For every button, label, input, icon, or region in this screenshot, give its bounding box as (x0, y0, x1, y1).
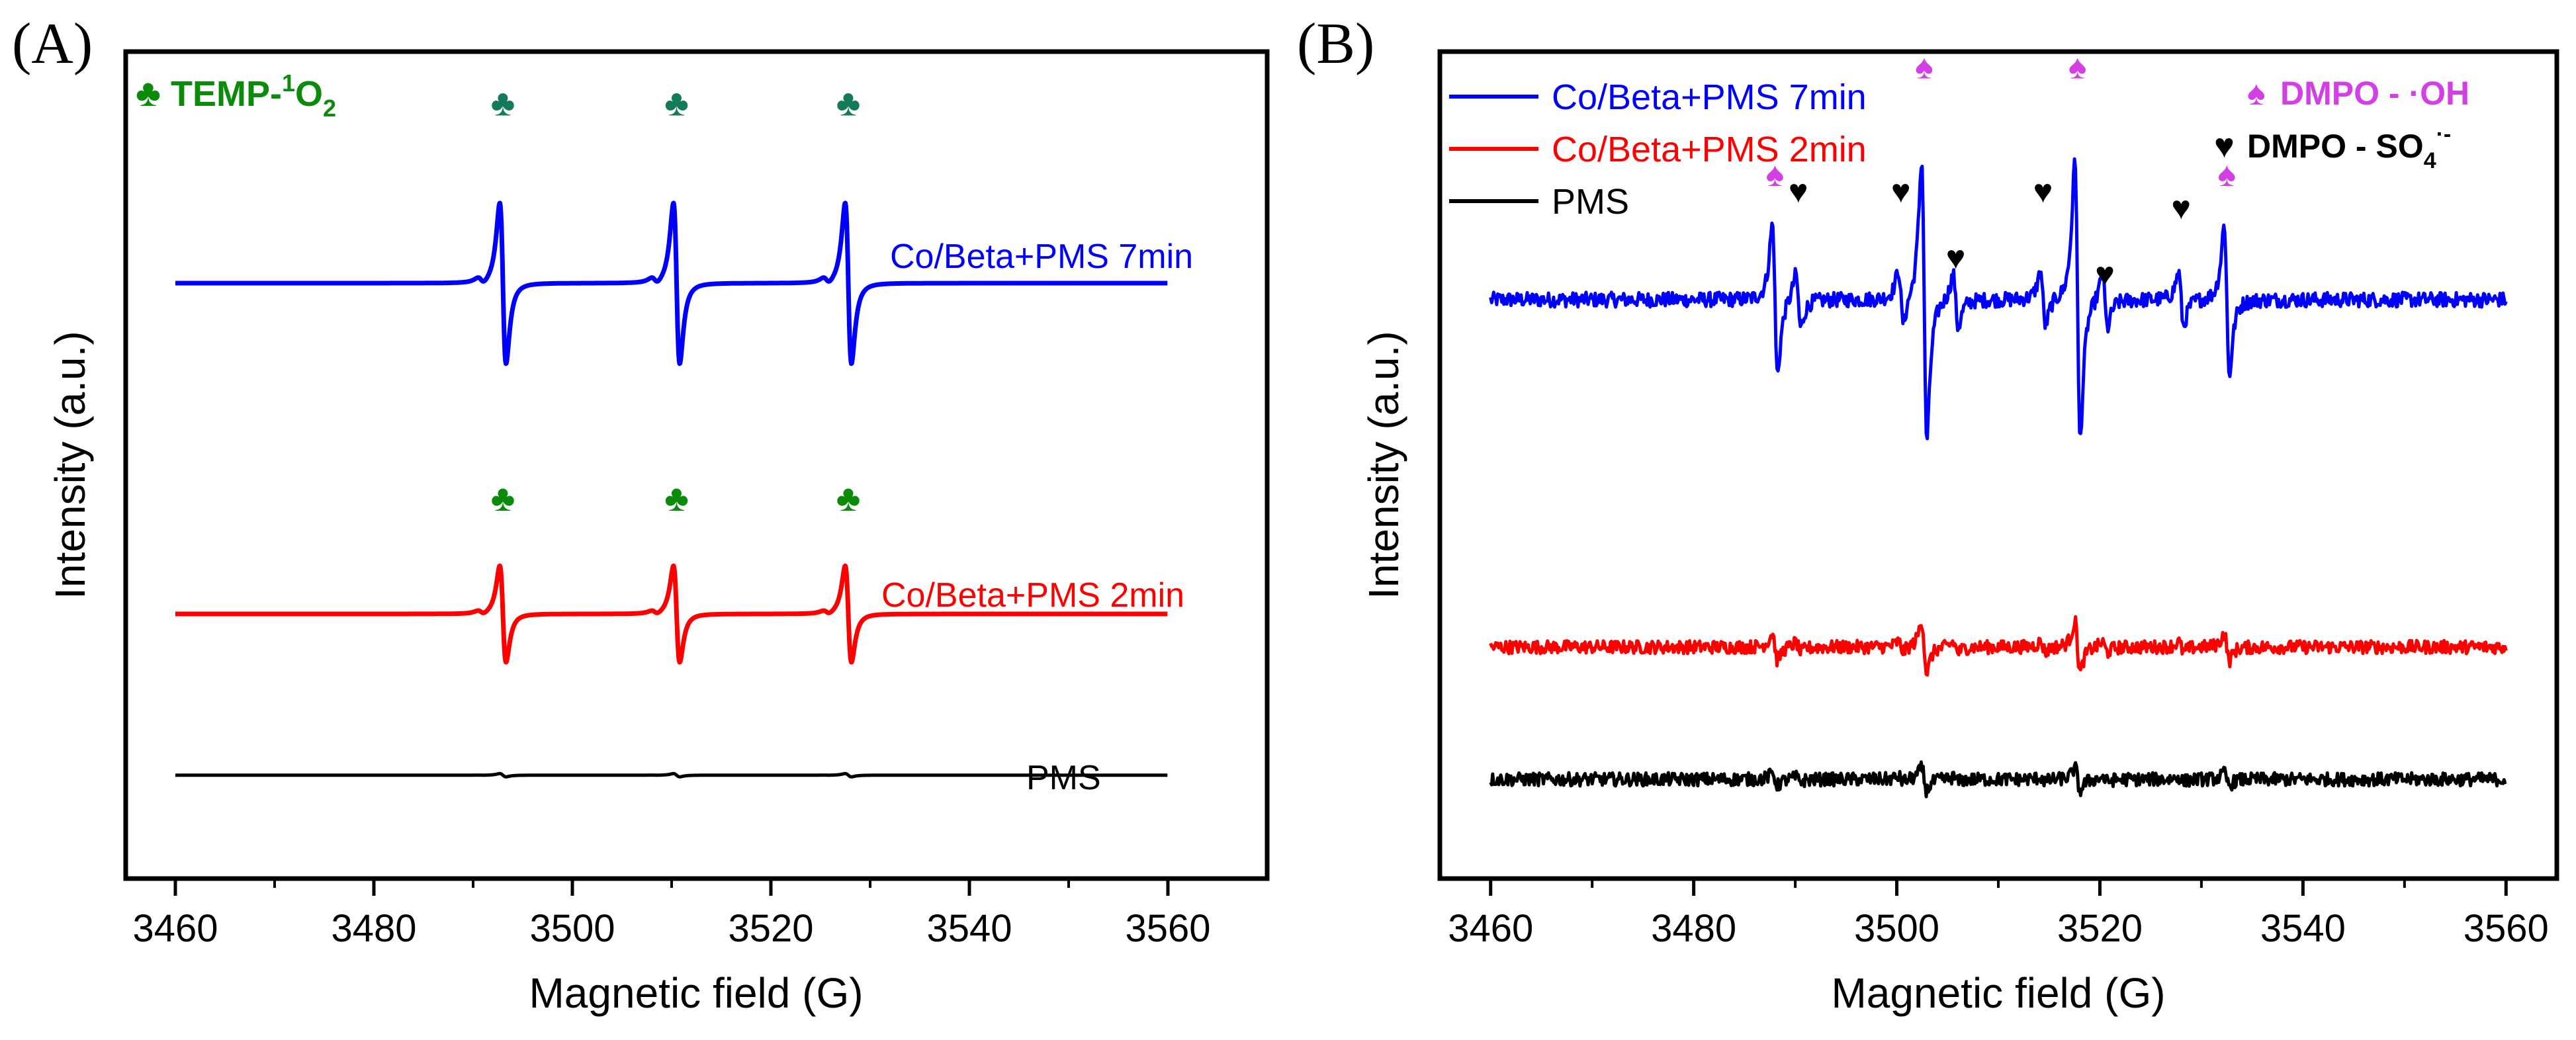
club-icon: ♣ (136, 71, 161, 114)
heart-icon: ♥ (2214, 127, 2235, 165)
legend-temp-text: TEMP- (171, 74, 282, 114)
panel-a-series-lines (173, 200, 1169, 779)
panel-a-label: (A) (12, 12, 93, 76)
so4-sup: ·- (2436, 122, 2452, 147)
x-tick-label: 3500 (1854, 907, 1939, 950)
heart-peak-marker: ♥ (2033, 173, 2053, 210)
club-peak-marker: ♣ (664, 477, 689, 519)
x-tick-label: 3460 (1448, 907, 1533, 950)
panel-b-x-ticks (1489, 879, 2508, 896)
panel-a-series-label-pms: PMS (1026, 759, 1101, 797)
spade-icon: ♠ (2247, 74, 2266, 112)
panel-a-x-axis-label: Magnetic field (G) (529, 969, 863, 1017)
series-line-2min (1489, 615, 2508, 677)
x-tick-label: 3500 (529, 907, 615, 950)
x-tick-label: 3560 (2464, 907, 2549, 950)
series-line-2min (173, 563, 1169, 665)
spade-peak-marker: ♠ (2068, 48, 2087, 87)
legend-label-pms: PMS (1552, 182, 1629, 222)
legend-temp-o: O (295, 74, 323, 114)
panel-a-x-ticks (173, 879, 1170, 896)
panel-b-x-axis-label: Magnetic field (G) (1831, 969, 2165, 1017)
x-tick-label: 3520 (2057, 907, 2143, 950)
series-line-pms (174, 771, 1169, 779)
x-tick-label: 3560 (1125, 907, 1210, 950)
x-tick-label: 3520 (728, 907, 813, 950)
x-tick-label: 3540 (926, 907, 1012, 950)
panel-b-series-lines (1489, 157, 2508, 799)
club-peak-marker: ♣ (836, 81, 861, 123)
spade-peak-marker: ♠ (2217, 155, 2236, 194)
legend-label-2min: Co/Beta+PMS 2min (1552, 130, 1867, 169)
heart-peak-marker: ♥ (2171, 189, 2191, 226)
spade-peak-marker: ♠ (1766, 155, 1785, 194)
x-tick-label: 3460 (132, 907, 218, 950)
panel-a-series-label-2min: Co/Beta+PMS 2min (881, 576, 1184, 615)
club-peak-marker: ♣ (664, 81, 689, 123)
panel-a-y-axis-label: Intensity (a.u.) (46, 331, 94, 599)
x-tick-label: 3540 (2260, 907, 2346, 950)
so4-text: DMPO - SO (2247, 128, 2424, 165)
legend-label-7min: Co/Beta+PMS 7min (1552, 77, 1867, 117)
so4-sub: 4 (2424, 148, 2436, 173)
panel-a-plot-frame (123, 49, 1270, 881)
legend-temp-sub: 2 (323, 95, 336, 122)
panel-b-marker-key: ♠ DMPO - ·OH ♥ DMPO - SO4·- (2214, 74, 2469, 173)
marker-key-oh-label: DMPO - ·OH (2280, 75, 2469, 112)
panel-b-label: (B) (1297, 12, 1374, 76)
heart-peak-marker: ♥ (2095, 255, 2115, 292)
club-peak-marker: ♣ (491, 477, 515, 519)
panel-b-y-axis-label: Intensity (a.u.) (1360, 331, 1407, 599)
panel-a: (A) 3460 3480 3500 3520 3540 3560 Magnetic fi… (12, 12, 1270, 1017)
legend-temp-sup: 1 (282, 69, 295, 97)
panel-a-series-label-7min: Co/Beta+PMS 7min (890, 238, 1193, 276)
panel-a-legend: ♣ TEMP-1O2 (136, 69, 336, 122)
panel-b-legend: Co/Beta+PMS 7min Co/Beta+PMS 2min PMS (1449, 77, 1867, 222)
spade-peak-marker: ♠ (1915, 48, 1933, 87)
heart-peak-marker: ♥ (1946, 239, 1966, 276)
series-line-7min (173, 200, 1169, 367)
club-peak-marker: ♣ (491, 81, 515, 123)
series-line-pms (1489, 760, 2507, 799)
panel-a-legend-label: TEMP-1O2 (171, 69, 336, 122)
x-tick-label: 3480 (331, 907, 416, 950)
club-peak-marker: ♣ (836, 477, 861, 519)
heart-peak-marker: ♥ (1891, 173, 1911, 210)
panel-b-x-tick-labels: 3460 3480 3500 3520 3540 3560 (1448, 907, 2549, 950)
panel-b-peak-markers: ♠♠ ♠♠♥ ♥♥♥♥♥ (1766, 48, 2236, 293)
x-tick-label: 3480 (1651, 907, 1736, 950)
panel-a-peak-markers: ♣ ♣ ♣ ♣ ♣ ♣ (491, 81, 861, 519)
panel-b: (B) 3460 3480 3500 3520 3540 3560 Magnetic fi… (1297, 12, 2559, 1017)
panel-a-x-tick-labels: 3460 3480 3500 3520 3540 3560 (132, 907, 1210, 950)
heart-peak-marker: ♥ (1789, 173, 1808, 210)
marker-key-so4-label: DMPO - SO4·- (2247, 122, 2451, 173)
series-line-7min (1489, 157, 2508, 441)
